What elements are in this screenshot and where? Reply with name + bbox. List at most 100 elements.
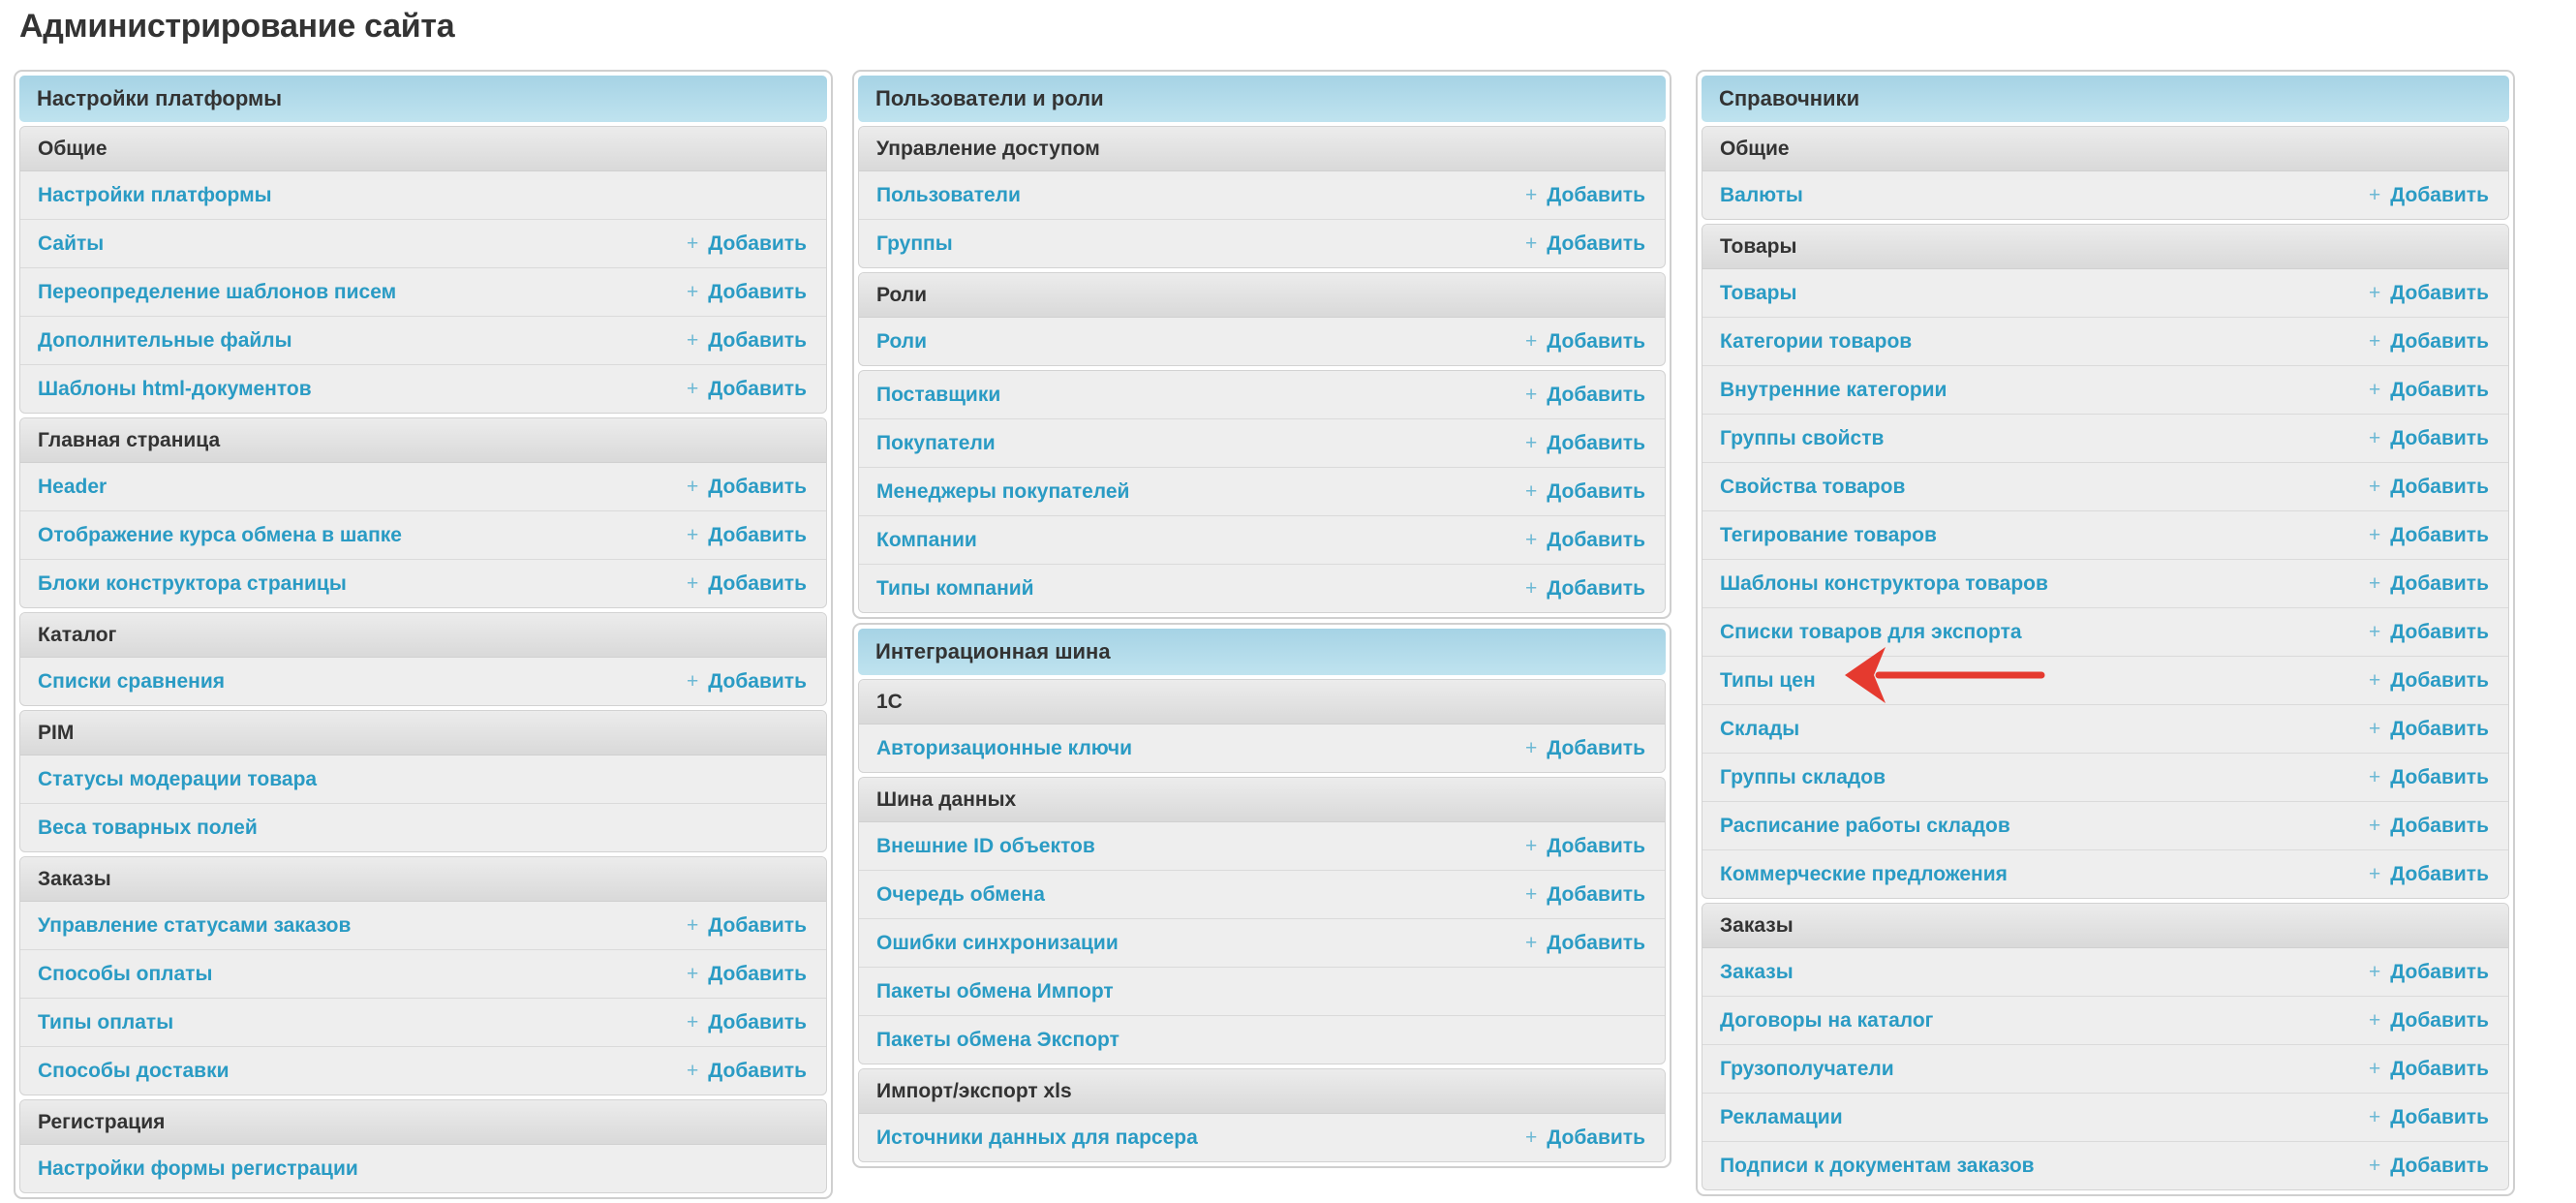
add-button[interactable]: + Добавить — [2369, 511, 2489, 559]
add-button[interactable]: + Добавить — [687, 511, 807, 559]
item-link[interactable]: Пользователи — [876, 184, 1021, 206]
item-link[interactable]: Переопределение шаблонов писем — [38, 281, 397, 303]
plus-icon: + — [1525, 883, 1538, 906]
add-button[interactable]: + Добавить — [2369, 1045, 2489, 1093]
add-button[interactable]: + Добавить — [1525, 468, 1645, 515]
add-button[interactable]: + Добавить — [2369, 415, 2489, 462]
add-button[interactable]: + Добавить — [2369, 1094, 2489, 1141]
add-button[interactable]: + Добавить — [1525, 419, 1645, 467]
add-button[interactable]: + Добавить — [1525, 725, 1645, 772]
add-button[interactable]: + Добавить — [687, 950, 807, 998]
add-button[interactable]: + Добавить — [687, 658, 807, 705]
add-button[interactable]: + Добавить — [1525, 1114, 1645, 1161]
item-link[interactable]: Авторизационные ключи — [876, 737, 1133, 759]
add-button[interactable]: + Добавить — [1525, 318, 1645, 365]
item-link[interactable]: Склады — [1720, 718, 1800, 740]
add-button[interactable]: + Добавить — [687, 463, 807, 510]
add-button[interactable]: + Добавить — [1525, 871, 1645, 918]
item-link[interactable]: Отображение курса обмена в шапке — [38, 524, 402, 546]
add-button[interactable]: + Добавить — [687, 902, 807, 949]
add-button[interactable]: + Добавить — [2369, 269, 2489, 317]
item-link[interactable]: Поставщики — [876, 384, 1001, 406]
item-link[interactable]: Роли — [876, 330, 928, 353]
add-button[interactable]: + Добавить — [2369, 657, 2489, 704]
item-link[interactable]: Списки товаров для экспорта — [1720, 621, 2022, 643]
add-button[interactable]: + Добавить — [2369, 608, 2489, 656]
item-link[interactable]: Подписи к документам заказов — [1720, 1155, 2035, 1177]
item-link[interactable]: Сайты — [38, 232, 105, 255]
add-button[interactable]: + Добавить — [1525, 171, 1645, 219]
item-link[interactable]: Типы оплаты — [38, 1011, 174, 1033]
item-link[interactable]: Рекламации — [1720, 1106, 1843, 1128]
item-link[interactable]: Ошибки синхронизации — [876, 932, 1119, 954]
add-button[interactable]: + Добавить — [687, 268, 807, 316]
add-button[interactable]: + Добавить — [2369, 705, 2489, 753]
add-label: Добавить — [708, 1011, 807, 1033]
item-link[interactable]: Управление статусами заказов — [38, 914, 352, 937]
add-button[interactable]: + Добавить — [1525, 822, 1645, 870]
item-link[interactable]: Группы — [876, 232, 953, 255]
item-link[interactable]: Пакеты обмена Импорт — [876, 980, 1114, 1002]
item-link[interactable]: Пакеты обмена Экспорт — [876, 1029, 1119, 1051]
item-link[interactable]: Статусы модерации товара — [38, 768, 318, 790]
add-button[interactable]: + Добавить — [687, 1047, 807, 1095]
list-item: Отображение курса обмена в шапке + Добавит… — [20, 510, 826, 559]
add-button[interactable]: + Добавить — [2369, 754, 2489, 801]
add-button[interactable]: + Добавить — [2369, 318, 2489, 365]
add-button[interactable]: + Добавить — [1525, 516, 1645, 564]
item-link[interactable]: Свойства товаров — [1720, 476, 1906, 498]
add-button[interactable]: + Добавить — [2369, 997, 2489, 1044]
add-button[interactable]: + Добавить — [687, 220, 807, 267]
item-link[interactable]: Способы доставки — [38, 1060, 230, 1082]
add-button[interactable]: + Добавить — [2369, 560, 2489, 607]
add-button[interactable]: + Добавить — [2369, 171, 2489, 219]
add-button[interactable]: + Добавить — [2369, 1142, 2489, 1189]
add-button[interactable]: + Добавить — [2369, 948, 2489, 996]
item-link[interactable]: Товары — [1720, 282, 1797, 304]
item-link[interactable]: Категории товаров — [1720, 330, 1913, 353]
item-link[interactable]: Менеджеры покупателей — [876, 480, 1130, 503]
add-button[interactable]: + Добавить — [2369, 850, 2489, 898]
item-link[interactable]: Настройки платформы — [38, 184, 272, 206]
item-link[interactable]: Дополнительные файлы — [38, 329, 292, 352]
item-link[interactable]: Заказы — [1720, 961, 1794, 983]
item-link[interactable]: Настройки формы регистрации — [38, 1157, 358, 1180]
item-link[interactable]: Внешние ID объектов — [876, 835, 1095, 857]
item-link[interactable]: Тегирование товаров — [1720, 524, 1937, 546]
item-link[interactable]: Договоры на каталог — [1720, 1009, 1934, 1032]
item-link[interactable]: Очередь обмена — [876, 883, 1045, 906]
add-button[interactable]: + Добавить — [687, 365, 807, 413]
plus-icon: + — [1525, 932, 1538, 954]
group-title: Шина данных — [859, 778, 1665, 822]
item-link[interactable]: Грузополучатели — [1720, 1058, 1894, 1080]
item-link[interactable]: Header — [38, 476, 107, 498]
item-link[interactable]: Источники данных для парсера — [876, 1126, 1198, 1149]
add-button[interactable]: + Добавить — [1525, 371, 1645, 418]
add-button[interactable]: + Добавить — [687, 317, 807, 364]
item-link[interactable]: Списки сравнения — [38, 670, 225, 693]
add-button[interactable]: + Добавить — [2369, 802, 2489, 849]
item-link[interactable]: Шаблоны конструктора товаров — [1720, 572, 2048, 595]
add-button[interactable]: + Добавить — [2369, 366, 2489, 414]
item-link[interactable]: Коммерческие предложения — [1720, 863, 2008, 885]
item-link[interactable]: Покупатели — [876, 432, 996, 454]
item-link[interactable]: Группы свойств — [1720, 427, 1885, 449]
add-label: Добавить — [2390, 1106, 2489, 1128]
item-link[interactable]: Блоки конструктора страницы — [38, 572, 347, 595]
add-button[interactable]: + Добавить — [2369, 463, 2489, 510]
add-button[interactable]: + Добавить — [1525, 565, 1645, 612]
item-link[interactable]: Компании — [876, 529, 977, 551]
add-button[interactable]: + Добавить — [687, 999, 807, 1046]
item-link[interactable]: Типы цен — [1720, 669, 1816, 692]
item-link[interactable]: Веса товарных полей — [38, 817, 258, 839]
add-button[interactable]: + Добавить — [687, 560, 807, 607]
item-link[interactable]: Валюты — [1720, 184, 1803, 206]
item-link[interactable]: Способы оплаты — [38, 963, 213, 985]
add-button[interactable]: + Добавить — [1525, 220, 1645, 267]
add-button[interactable]: + Добавить — [1525, 919, 1645, 967]
item-link[interactable]: Группы складов — [1720, 766, 1886, 788]
item-link[interactable]: Типы компаний — [876, 577, 1034, 600]
item-link[interactable]: Шаблоны html-документов — [38, 378, 312, 400]
item-link[interactable]: Расписание работы складов — [1720, 815, 2010, 837]
item-link[interactable]: Внутренние категории — [1720, 379, 1947, 401]
